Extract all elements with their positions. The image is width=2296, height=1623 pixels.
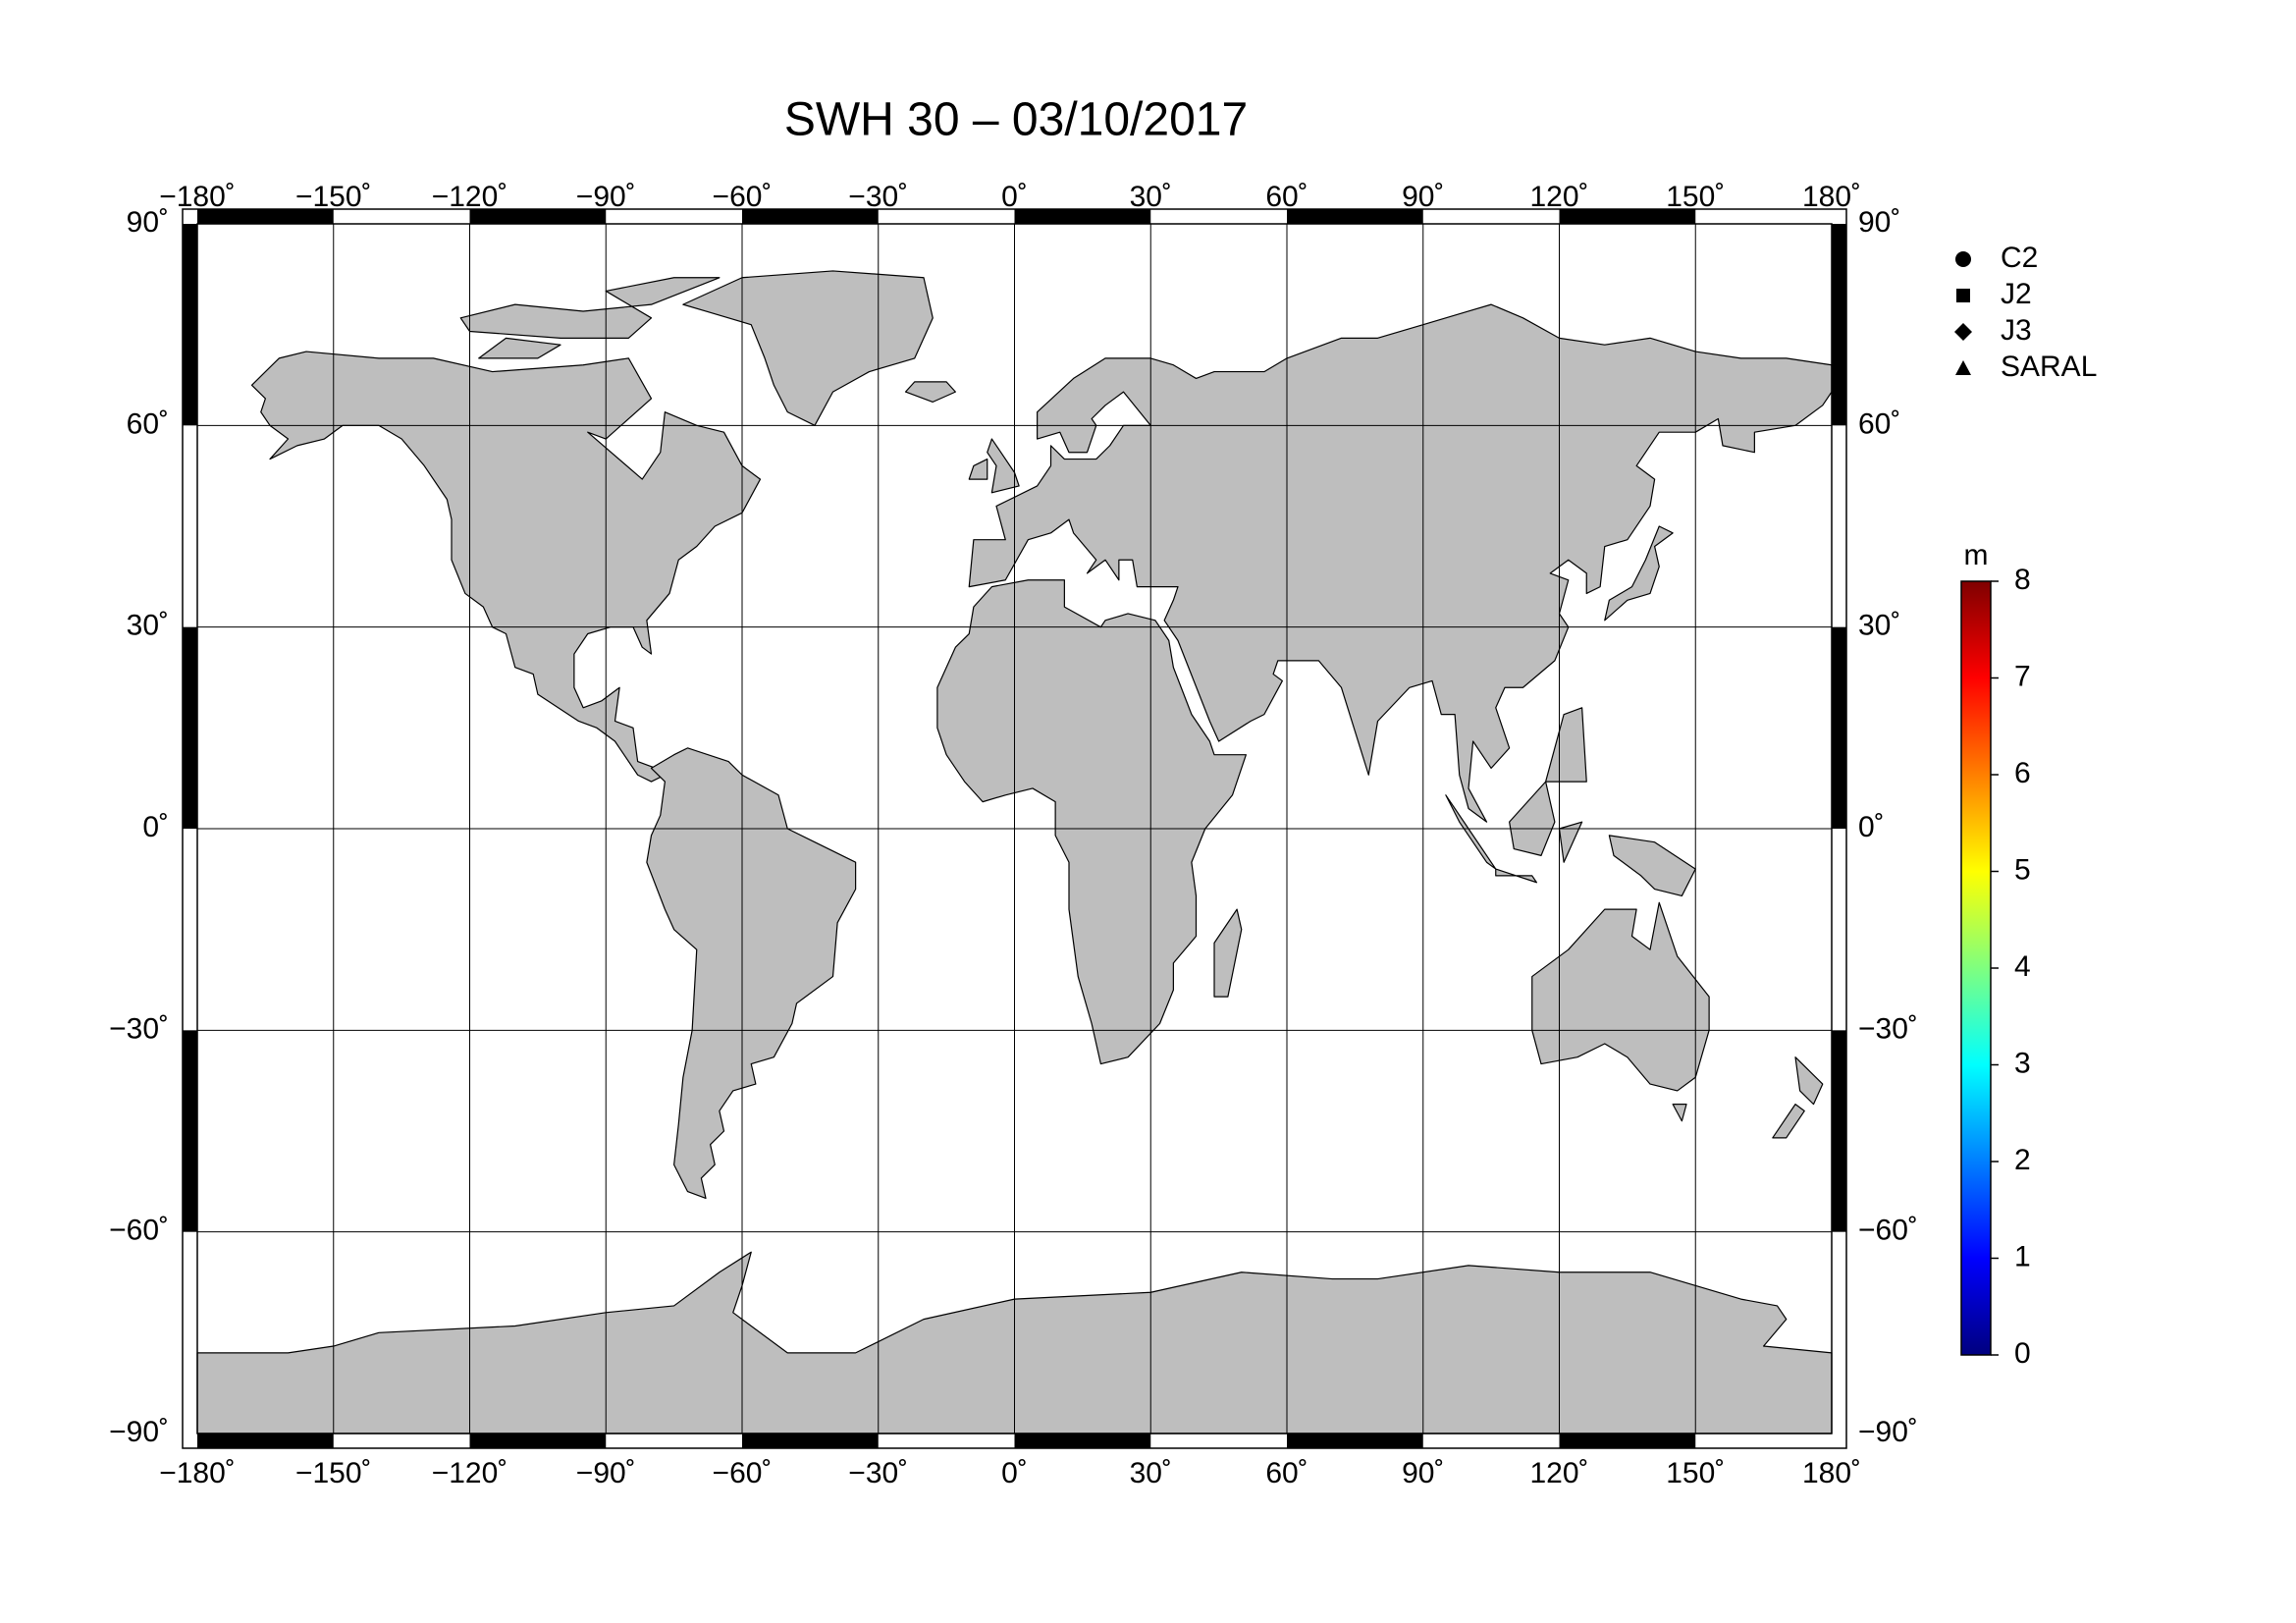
madagascar xyxy=(1214,909,1242,997)
x-tick-label: 60˚ xyxy=(1265,181,1308,213)
colorbar-ramp xyxy=(1960,580,1992,1356)
y-tick-label: 30˚ xyxy=(127,610,169,642)
y-tick-label: −60˚ xyxy=(109,1215,169,1247)
frame-segment xyxy=(469,1434,607,1448)
x-tick-label: −30˚ xyxy=(848,181,908,213)
colorbar-tick-label: 0 xyxy=(2014,1337,2031,1370)
north-america xyxy=(252,352,761,782)
legend-label: J2 xyxy=(2001,278,2032,310)
frame-segment xyxy=(1287,1434,1423,1448)
frame-segment xyxy=(742,209,879,224)
british-isles xyxy=(969,439,1019,493)
axis-labels: −180˚ −180˚ −150˚ −150˚ −120˚ −120˚ −90˚ −90˚ −6… xyxy=(109,181,1918,1489)
x-tick-label: 120˚ xyxy=(1529,181,1588,213)
y-tick-label: −90˚ xyxy=(1858,1416,1918,1448)
frame-band xyxy=(183,209,1846,1448)
x-tick-label: −150˚ xyxy=(295,1457,372,1489)
colorbar-tick-label: 8 xyxy=(2014,564,2031,596)
indonesia xyxy=(1446,708,1695,896)
map-frame xyxy=(196,223,1833,1434)
x-tick-label: 180˚ xyxy=(1802,181,1861,213)
x-tick-label: 90˚ xyxy=(1402,181,1444,213)
frame-segment xyxy=(183,626,197,829)
y-tick-label: 90˚ xyxy=(127,206,169,239)
x-tick-label: −90˚ xyxy=(576,1457,636,1489)
new-zealand xyxy=(1773,1057,1823,1138)
colorbar-tick-label: 5 xyxy=(2014,853,2031,886)
legend-label: SARAL xyxy=(2001,351,2097,383)
x-tick-label: 0˚ xyxy=(1001,181,1028,213)
x-tick-label: 30˚ xyxy=(1130,1457,1172,1489)
australia xyxy=(1532,902,1709,1120)
frame-segment xyxy=(197,1434,334,1448)
y-tick-label: −60˚ xyxy=(1858,1215,1918,1247)
y-tick-label: −30˚ xyxy=(109,1012,169,1045)
frame-segment xyxy=(183,224,197,426)
map-title: SWH 30 – 03/10/2017 xyxy=(784,94,1248,146)
x-tick-label: 120˚ xyxy=(1529,1457,1588,1489)
eurasia xyxy=(969,304,1832,822)
legend-symbol xyxy=(1955,360,1971,375)
y-tick-label: −90˚ xyxy=(109,1416,169,1448)
colorbar-tick-label: 2 xyxy=(2014,1144,2031,1176)
x-tick-label: −120˚ xyxy=(432,1457,508,1489)
x-tick-label: 90˚ xyxy=(1402,1457,1444,1489)
y-tick-label: 60˚ xyxy=(1858,407,1900,440)
colorbar: m 0 1 2 3 4 5 6 7 8 xyxy=(1960,539,2031,1370)
colorbar-tick-label: 1 xyxy=(2014,1240,2031,1272)
frame-segment xyxy=(1559,209,1696,224)
x-tick-label: 30˚ xyxy=(1130,181,1172,213)
x-tick-label: −60˚ xyxy=(713,1457,773,1489)
x-tick-label: 150˚ xyxy=(1666,1457,1725,1489)
frame-segment xyxy=(742,1434,879,1448)
x-tick-label: −150˚ xyxy=(295,181,372,213)
legend-symbol xyxy=(1956,289,1970,302)
iceland xyxy=(906,382,956,403)
x-tick-label: −60˚ xyxy=(713,181,773,213)
frame-segment xyxy=(1832,224,1846,426)
y-tick-label: 0˚ xyxy=(142,811,169,843)
legend-symbol xyxy=(1954,323,1972,341)
frame-segment xyxy=(1832,1030,1846,1232)
frame-segment xyxy=(1559,1434,1696,1448)
legend-label: C2 xyxy=(2001,242,2038,274)
legend-symbol xyxy=(1955,251,1971,267)
x-tick-label: −90˚ xyxy=(576,181,636,213)
frame-segment xyxy=(1287,209,1423,224)
colorbar-tick-label: 3 xyxy=(2014,1047,2031,1079)
colorbar-tick-label: 4 xyxy=(2014,950,2031,983)
x-tick-label: −120˚ xyxy=(432,181,508,213)
x-tick-label: 150˚ xyxy=(1666,181,1725,213)
frame-segment xyxy=(1014,209,1151,224)
frame-segment xyxy=(1014,1434,1151,1448)
legend: C2 J2 J3 SARAL xyxy=(1954,242,2097,383)
x-tick-label: 60˚ xyxy=(1265,1457,1308,1489)
frame-segment xyxy=(197,209,334,224)
arctic-islands xyxy=(460,278,720,358)
y-tick-label: 0˚ xyxy=(1858,811,1885,843)
y-tick-label: 90˚ xyxy=(1858,206,1900,239)
japan xyxy=(1605,526,1673,621)
x-tick-label: −180˚ xyxy=(159,181,236,213)
x-tick-label: −180˚ xyxy=(159,1457,236,1489)
colorbar-unit: m xyxy=(1964,539,1989,571)
outer-frame xyxy=(182,208,1847,1449)
x-tick-label: 0˚ xyxy=(1001,1457,1028,1489)
x-tick-label: −30˚ xyxy=(848,1457,908,1489)
legend-label: J3 xyxy=(2001,314,2032,347)
frame-segment xyxy=(469,209,607,224)
colorbar-tick-label: 7 xyxy=(2014,660,2031,692)
y-tick-label: −30˚ xyxy=(1858,1012,1918,1045)
y-tick-label: 30˚ xyxy=(1858,610,1900,642)
frame-segment xyxy=(1832,626,1846,829)
x-tick-label: 180˚ xyxy=(1802,1457,1861,1489)
frame-segment xyxy=(183,1030,197,1232)
y-tick-label: 60˚ xyxy=(127,407,169,440)
colorbar-tick-label: 6 xyxy=(2014,757,2031,789)
greenland xyxy=(683,271,933,425)
